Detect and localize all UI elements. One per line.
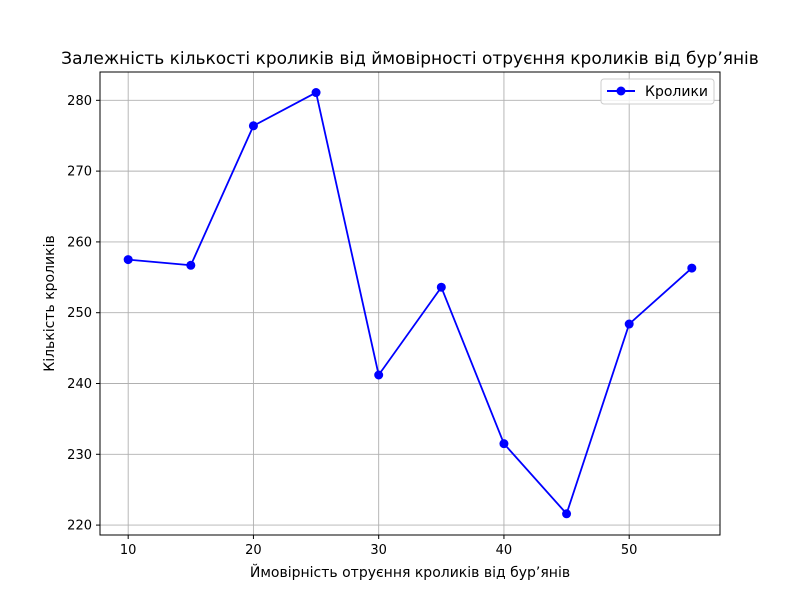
plot-frame [99, 71, 721, 536]
chart-title: Залежність кількості кроликів від ймовір… [61, 49, 759, 69]
legend: Кролики [600, 78, 715, 105]
x-tick-label: 40 [496, 543, 513, 558]
data-point [311, 88, 321, 98]
legend-box [600, 78, 715, 105]
y-tick-label: 220 [67, 519, 92, 534]
data-point [123, 255, 133, 265]
y-tick-label: 240 [67, 377, 92, 392]
data-point [374, 370, 384, 380]
y-tick-label: 260 [67, 235, 92, 250]
y-tick-label: 230 [67, 448, 92, 463]
data-point [624, 319, 634, 329]
x-tick-label: 20 [245, 543, 262, 558]
data-point [436, 282, 446, 292]
x-tick-label: 30 [370, 543, 387, 558]
x-axis-label: Ймовірність отруєння кроликів від бур’ян… [250, 563, 570, 581]
legend-marker-swatch [616, 86, 626, 96]
data-point [499, 439, 509, 449]
data-point [186, 260, 196, 270]
grid [100, 72, 720, 535]
y-tick-label: 270 [67, 165, 92, 180]
legend-label: Кролики [645, 84, 708, 100]
ticks: 10 20 30 40 50 220 230 240 250 260 270 280 [67, 94, 637, 558]
y-tick-label: 250 [67, 306, 92, 321]
x-tick-label: 10 [120, 543, 137, 558]
series-line [128, 91, 693, 515]
data-point [687, 263, 697, 273]
x-tick-label: 50 [621, 543, 638, 558]
series-layer [123, 88, 697, 519]
y-tick-label: 280 [67, 94, 92, 109]
data-point [248, 121, 258, 131]
data-point [562, 509, 572, 519]
y-axis-label: Кількість кроликів [42, 235, 58, 371]
